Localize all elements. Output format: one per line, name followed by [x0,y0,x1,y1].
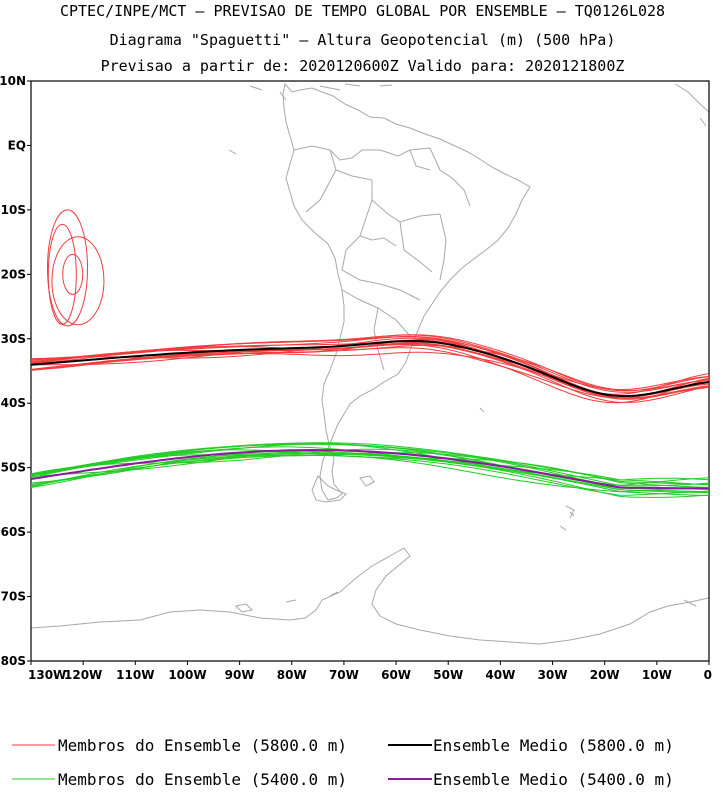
lat-tick-label: 20S [1,267,26,281]
ensemble-member-5800-closed-contour [51,236,105,326]
lon-tick-label: 60W [381,668,411,682]
lon-tick-label: 100W [168,668,206,682]
lon-tick-label: 50W [433,668,463,682]
chart-title-line-1: CPTEC/INPE/MCT — PREVISAO DE TEMPO GLOBA… [59,2,666,20]
lon-tick-label: 30W [538,668,568,682]
chart-title-line-3: Previsao a partir de: 2020120600Z Valido… [100,57,625,75]
lat-tick-label: 50S [1,461,26,475]
atlantic-islands [228,149,575,517]
antarctic-islands [234,591,697,613]
tierra-del-fuego [311,475,347,503]
ensemble-member-5800-line [31,339,709,397]
lon-tick-label: 10W [642,668,672,682]
falkland-islands [359,475,375,487]
lon-tick-label: 130W [28,668,66,682]
lat-tick-label: EQ [8,138,26,152]
lon-tick-label: 0 [704,668,712,682]
south-georgia [559,505,575,531]
legend-label-mean-5400: Ensemble Medio (5400.0 m) [433,770,674,789]
antarctica-coastline [31,547,709,645]
legend-label-mean-5800: Ensemble Medio (5800.0 m) [433,736,674,755]
ensemble-member-5800-line [31,344,709,404]
lat-tick-label: 60S [1,525,26,539]
lon-tick-label: 110W [116,668,154,682]
lat-tick-label: 80S [1,654,26,668]
ensemble-member-5400-line [31,454,709,493]
lon-tick-label: 80W [277,668,307,682]
ensemble-means-layer [31,340,709,490]
lat-tick-label: 10N [0,74,26,88]
lat-tick-label: 40S [1,396,26,410]
chart-title-line-2: Diagrama "Spaguetti" — Altura Geopotenci… [109,31,616,49]
country-borders [293,145,471,371]
lon-tick-label: 70W [329,668,359,682]
lon-tick-label: 20W [590,668,620,682]
ensemble-member-5800-closed-contour [62,253,84,295]
ensemble-mean-5400-line [31,448,709,490]
lon-tick-label: 40W [485,668,515,682]
africa-fragment [674,83,709,127]
south-america-coastline [282,82,531,501]
coastline-layer [31,82,709,645]
lon-tick-label: 120W [64,668,102,682]
ensemble-mean-5800-line [31,340,709,398]
lat-tick-label: 70S [1,590,26,604]
legend-label-member-5800: Membros do Ensemble (5800.0 m) [58,736,347,755]
ensemble-member-5800-closed-contour [47,209,89,327]
ensemble-member-5800-line [31,347,709,399]
lon-tick-label: 90W [225,668,255,682]
lat-tick-label: 10S [1,203,26,217]
ensemble-member-5800-line [31,351,709,399]
caribbean-islands [249,83,393,101]
map-frame [30,80,710,662]
ensemble-member-5400-line [31,443,709,481]
legend: Membros do Ensemble (5800.0 m) Ensemble … [12,736,674,789]
lat-tick-label: 30S [1,332,26,346]
legend-label-member-5400: Membros do Ensemble (5400.0 m) [58,770,347,789]
latitude-axis: 10N EQ 10S 20S 30S 40S 50S 60S 70S 80S [0,74,31,668]
